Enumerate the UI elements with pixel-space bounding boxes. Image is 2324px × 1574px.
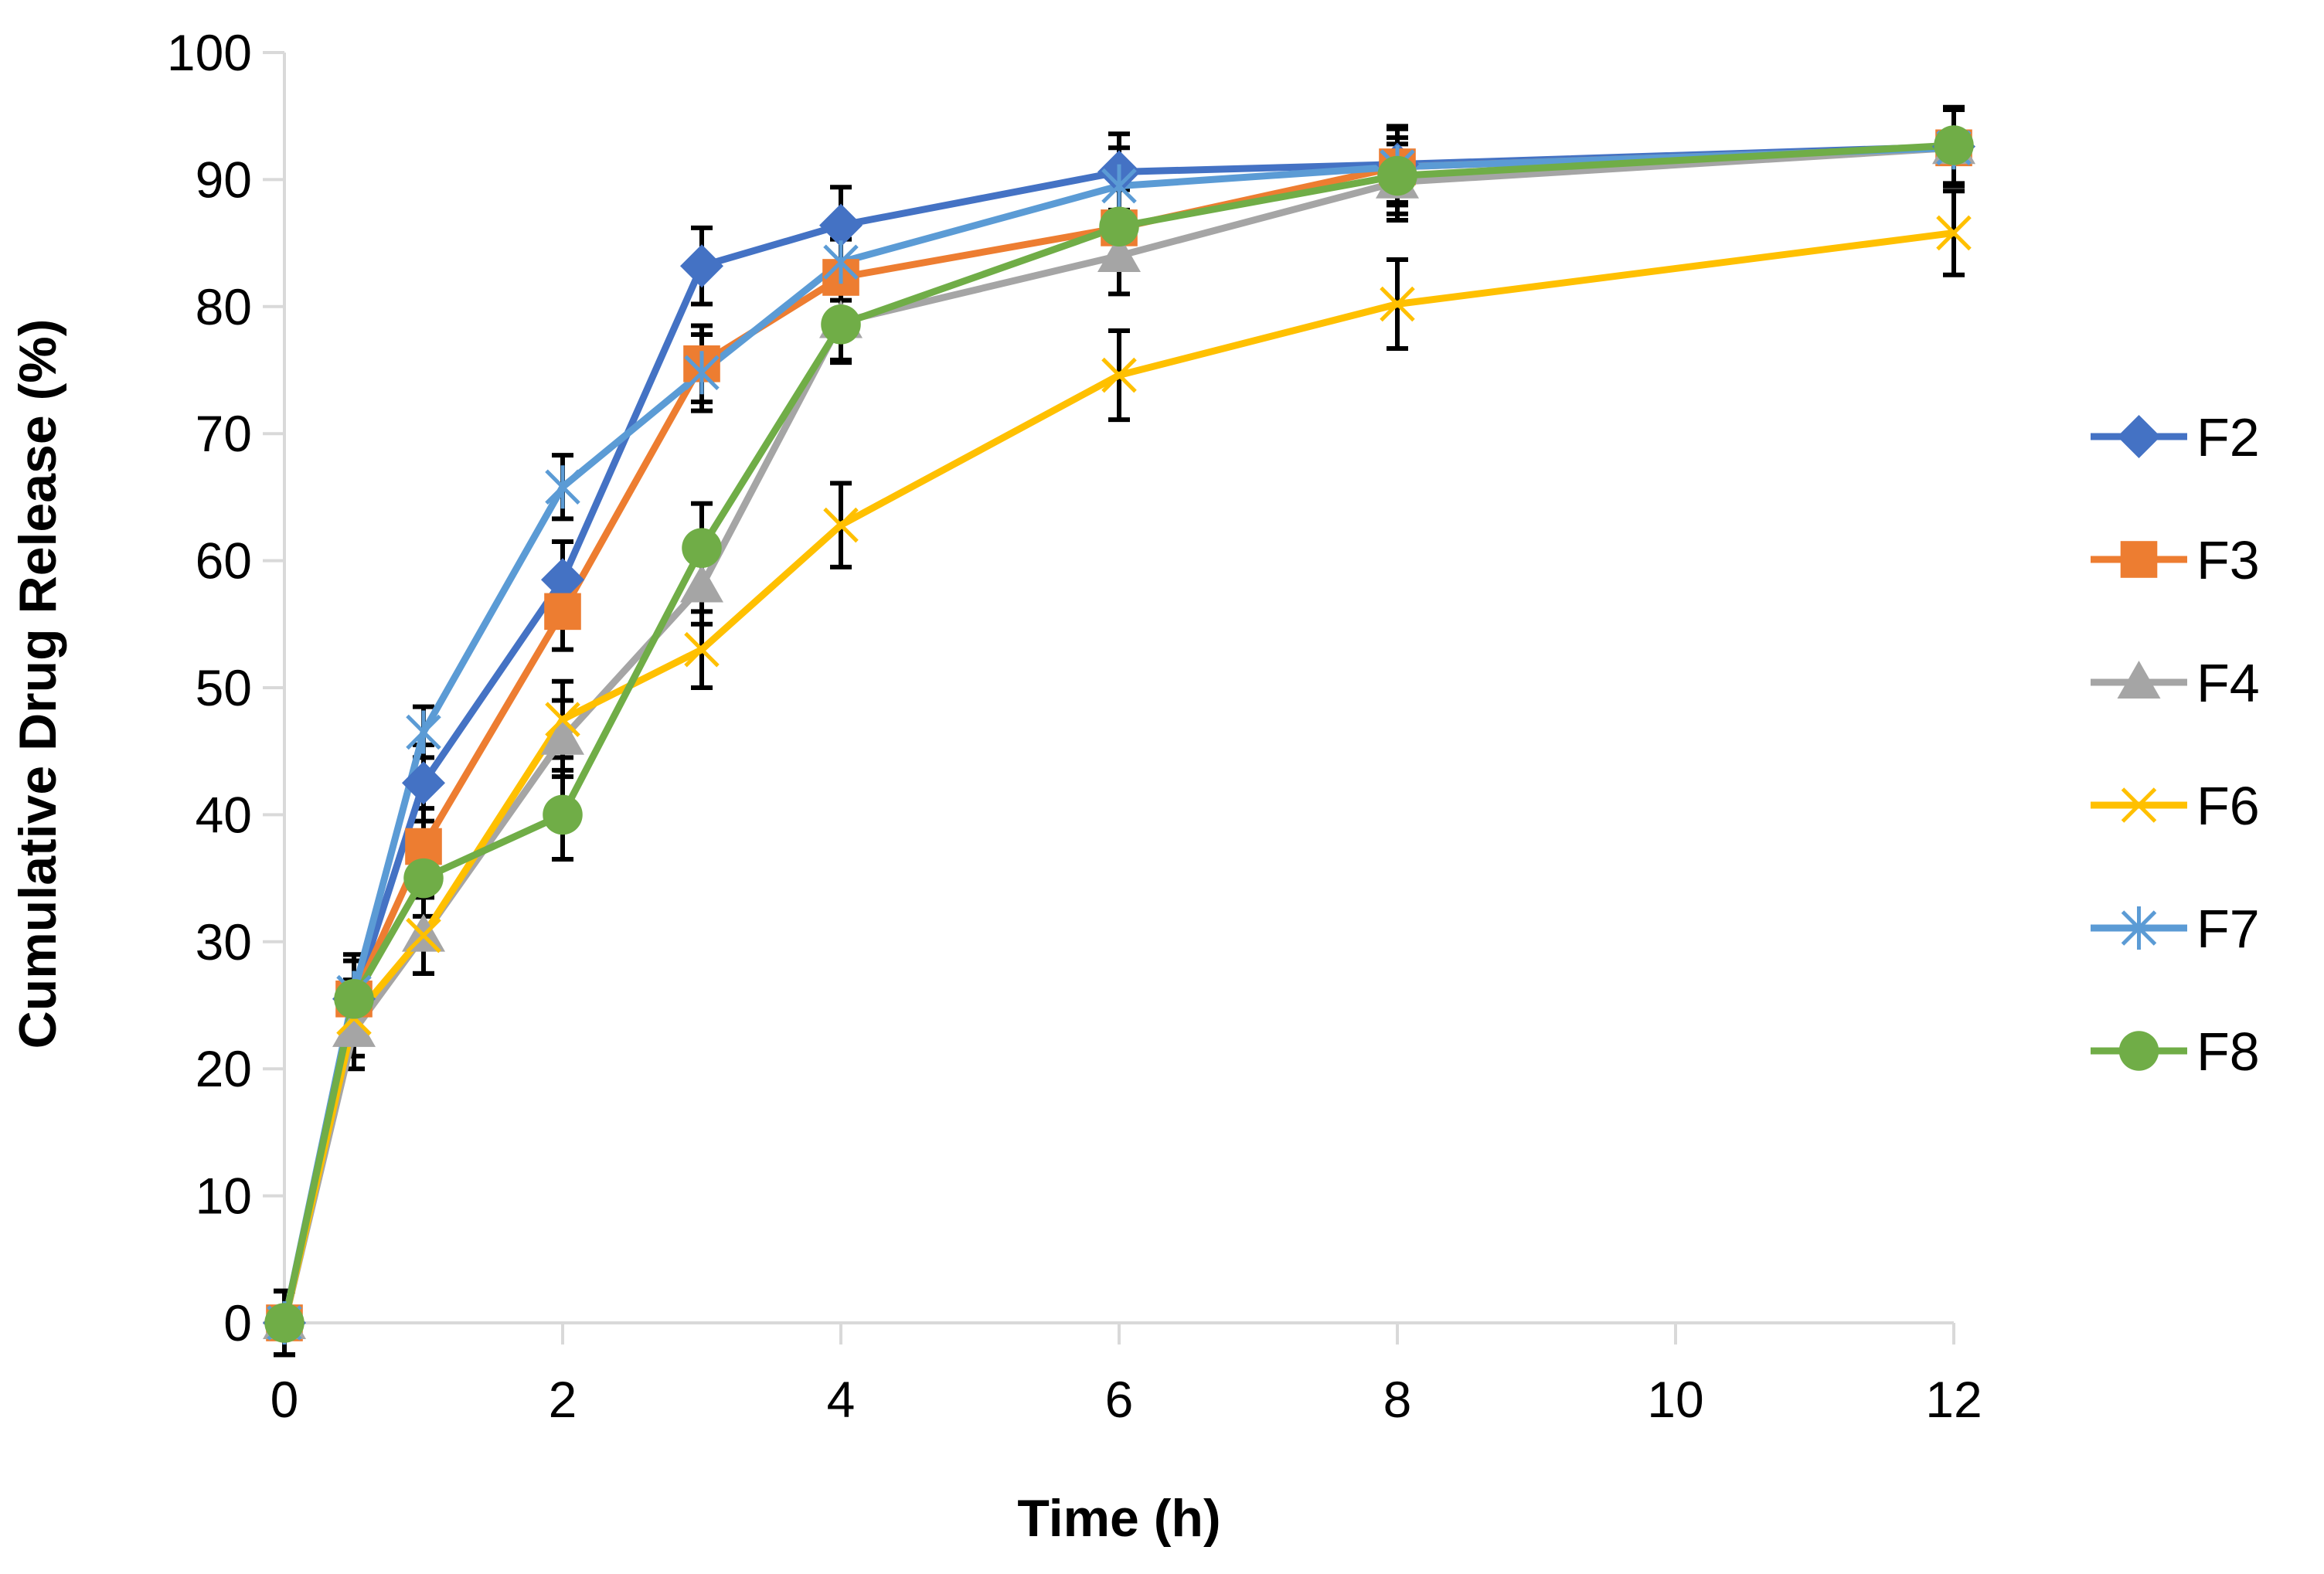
data-point-f8 [821,304,861,345]
legend-marker [2120,541,2158,578]
x-marker-stroke [1936,215,1972,251]
data-point-f4 [680,564,723,603]
series-line-f7 [281,144,1955,1324]
y-tick-label: 40 [196,786,252,843]
legend-marker [2118,1031,2159,1071]
data-point-f8 [682,528,722,568]
legend-item-f4: F4 [2091,653,2260,713]
x-marker-stroke [2121,787,2157,823]
series-markers [263,124,1975,1345]
y-tick-label: 80 [196,278,252,335]
data-point-f4 [1097,234,1141,273]
data-point-f3 [544,593,581,631]
data-point-f8 [1934,125,1974,165]
legend-item-f6: F6 [2091,776,2260,836]
data-point-f6 [406,917,441,954]
data-point-f7 [406,710,441,754]
legend-label: F6 [2196,776,2260,836]
data-point-f4 [541,716,584,755]
y-tick-label: 0 [223,1294,252,1351]
legend-marker [2121,787,2157,823]
y-tick-label: 60 [196,532,252,590]
data-point-f2 [402,761,445,805]
legend: F2 F3 F4 F6 F7 F8 [2091,407,2260,1082]
error-bars [274,104,1965,1358]
y-tick-label: 100 [167,24,252,81]
data-point-f6 [545,702,580,737]
data-point-f4 [332,1008,376,1047]
x-tick-label: 8 [1383,1371,1412,1428]
series-line-f4 [281,144,1955,1324]
data-point-f2 [819,203,863,247]
data-point-f6 [1936,215,1972,251]
y-tick-label: 90 [196,151,252,208]
legend-marker [2117,415,2161,458]
data-point-f7 [823,240,859,284]
legend-marker [2121,906,2157,950]
y-tick-label: 50 [196,659,252,716]
y-tick-label: 30 [196,913,252,971]
data-point-f7 [684,351,720,395]
data-point-f8 [264,1303,305,1343]
series-lines [281,141,1955,1324]
series-line-f2 [281,143,1955,1324]
legend-marker [2117,661,2161,699]
data-point-f8 [334,979,374,1019]
data-point-f6 [823,507,859,543]
legend-item-f8: F8 [2091,1022,2260,1082]
x-marker-stroke [1101,357,1137,393]
legend-label: F3 [2196,530,2260,590]
data-point-f8 [543,794,583,835]
series-line-f8 [281,141,1955,1324]
legend-label: F8 [2196,1022,2260,1082]
x-tick-label: 2 [549,1371,577,1428]
data-point-f6 [684,631,720,668]
legend-item-f7: F7 [2091,899,2260,959]
x-marker-stroke [406,917,441,954]
y-tick-label: 70 [196,405,252,462]
data-point-f6 [1380,286,1415,322]
x-tick-label: 0 [271,1371,299,1428]
x-axis-title: Time (h) [1017,1489,1220,1548]
x-tick-label: 6 [1105,1371,1134,1428]
y-tick-label: 20 [196,1040,252,1097]
x-tick-label: 4 [827,1371,856,1428]
data-point-f8 [1099,206,1139,246]
data-point-f7 [1101,164,1137,208]
x-marker-stroke [684,631,720,668]
legend-item-f3: F3 [2091,530,2260,590]
axes: 0 10 20 30 40 50 60 70 80 90 100 0 2 4 6 8 10 12 [167,24,1982,1428]
data-point-f8 [403,858,444,899]
x-tick-label: 12 [1925,1371,1982,1428]
legend-label: F4 [2196,653,2260,713]
y-axis-title: Cumulative Drug Release (%) [9,319,67,1049]
series-line-f3 [281,144,1955,1324]
data-point-f2 [541,558,584,602]
data-point-f6 [1101,357,1137,393]
x-marker-stroke [545,702,580,737]
data-point-f8 [1377,155,1417,196]
x-marker-stroke [1380,286,1415,322]
data-point-f7 [545,465,580,509]
x-tick-label: 10 [1647,1371,1703,1428]
data-point-f2 [680,244,723,288]
legend-label: F7 [2196,899,2260,959]
y-tick-label: 10 [196,1168,252,1225]
legend-label: F2 [2196,407,2260,467]
x-marker-stroke [823,507,859,543]
legend-item-f2: F2 [2091,407,2260,467]
